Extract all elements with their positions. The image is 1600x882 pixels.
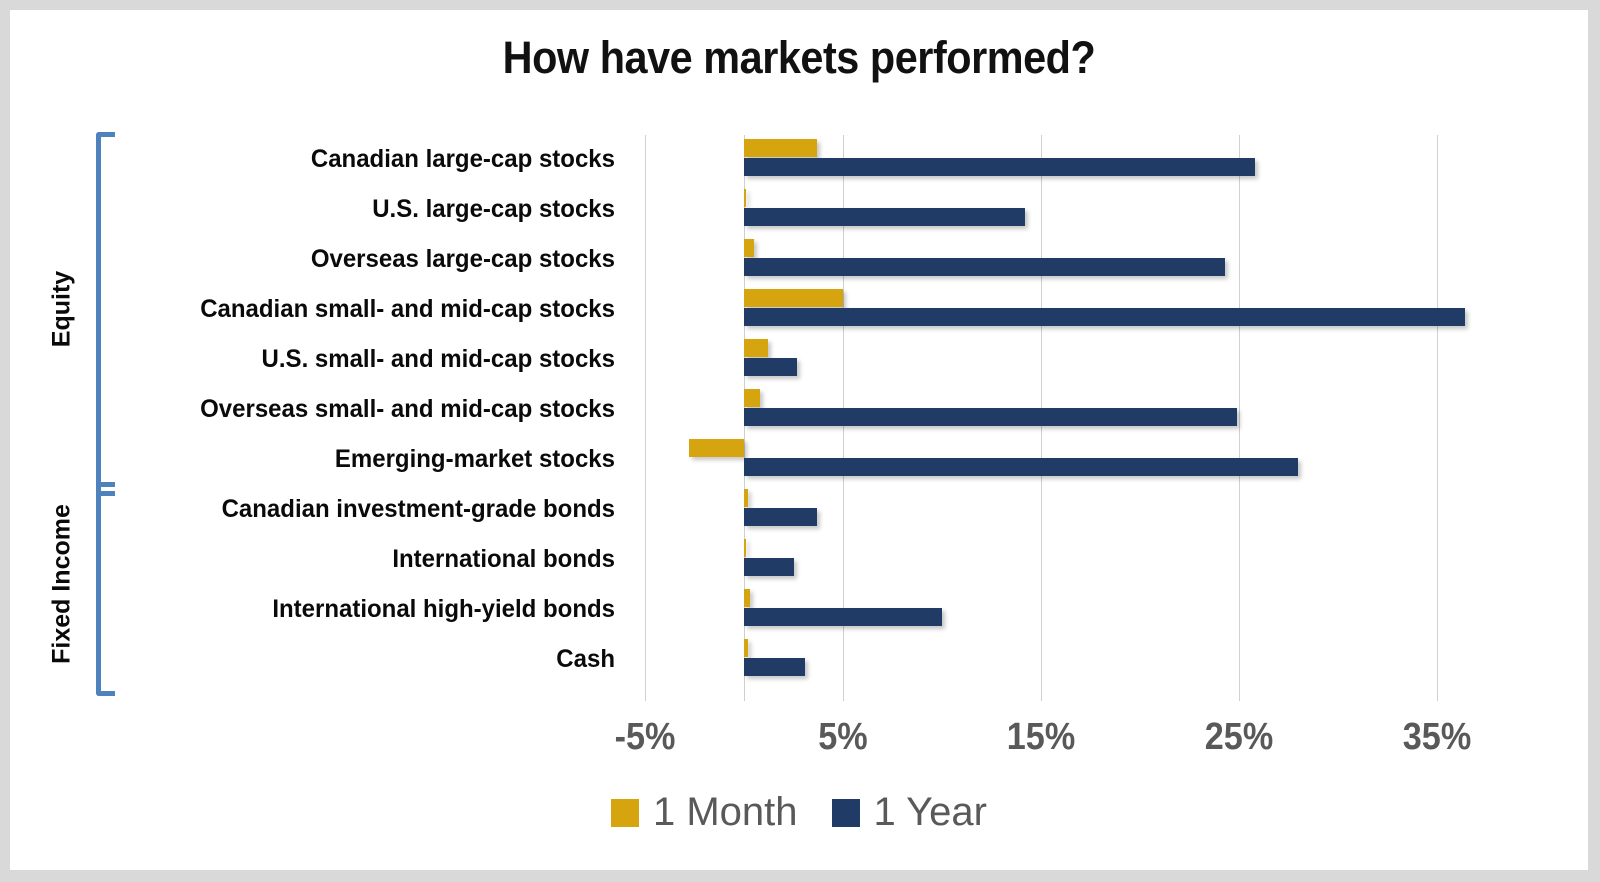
bar-1-month (744, 589, 750, 607)
chart-legend: 1 Month 1 Year (10, 790, 1588, 835)
bar-1-year (744, 608, 942, 626)
legend-item[interactable]: 1 Month (611, 790, 798, 835)
x-axis-tick: 25% (1204, 716, 1274, 758)
chart-row: Canadian large-cap stocks (10, 135, 1588, 185)
plot-area: Canadian large-cap stocks U.S. large-cap … (10, 128, 1588, 713)
category-label: Canadian large-cap stocks (310, 145, 615, 173)
bar-1-year (744, 158, 1255, 176)
bar-1-month (744, 239, 754, 257)
bar-1-month (744, 139, 818, 157)
legend-item[interactable]: 1 Year (831, 790, 987, 835)
chart-row: Overseas large-cap stocks (10, 235, 1588, 285)
group-label: Fixed Income (47, 504, 76, 664)
chart-row: U.S. small- and mid-cap stocks (10, 335, 1588, 385)
category-label: U.S. small- and mid-cap stocks (261, 345, 615, 373)
gridline-25 (1239, 135, 1240, 701)
bar-1-month (744, 189, 746, 207)
chart-row: International high-yield bonds (10, 585, 1588, 635)
category-label: U.S. large-cap stocks (372, 195, 615, 223)
category-label: Emerging-market stocks (334, 445, 615, 473)
category-label: Overseas small- and mid-cap stocks (200, 395, 615, 423)
bar-1-year (744, 358, 798, 376)
chart-row: U.S. large-cap stocks (10, 185, 1588, 235)
gridline-35 (1437, 135, 1438, 701)
bar-1-year (744, 308, 1465, 326)
x-axis-tick: 15% (1006, 716, 1076, 758)
gridline--5 (645, 135, 646, 701)
group-label: Equity (47, 270, 76, 348)
chart-row: International bonds (10, 535, 1588, 585)
chart-row: Emerging-market stocks (10, 435, 1588, 485)
chart-row: Canadian small- and mid-cap stocks (10, 285, 1588, 335)
category-label: International high-yield bonds (272, 595, 615, 623)
x-axis-tick: 35% (1402, 716, 1472, 758)
bar-1-month (688, 439, 744, 457)
legend-swatch-icon (611, 798, 639, 827)
bar-1-year (744, 458, 1299, 476)
bar-1-year (744, 208, 1026, 226)
category-label: International bonds (392, 545, 615, 573)
bar-1-month (744, 289, 843, 307)
group-bracket (96, 132, 115, 496)
bar-1-month (744, 639, 748, 657)
bar-1-year (744, 658, 806, 676)
category-label: Overseas large-cap stocks (310, 245, 615, 273)
x-axis-tick: -5% (614, 716, 676, 758)
legend-label: 1 Year (873, 790, 987, 834)
chart-row: Canadian investment-grade bonds (10, 485, 1588, 535)
bar-1-month (744, 489, 748, 507)
legend-label: 1 Month (653, 790, 798, 834)
bar-1-year (744, 408, 1238, 426)
bar-1-month (744, 539, 746, 557)
page-title: How have markets performed? (502, 32, 1096, 83)
chart-row: Cash (10, 635, 1588, 685)
category-label: Cash (556, 645, 615, 673)
group-bracket (96, 482, 115, 696)
bar-1-month (744, 389, 760, 407)
legend-swatch-icon (831, 798, 860, 827)
category-label: Canadian small- and mid-cap stocks (200, 295, 615, 323)
category-label: Canadian investment-grade bonds (221, 495, 616, 523)
bar-1-year (744, 558, 794, 576)
chart-frame: How have markets performed? Canadian lar… (10, 10, 1588, 870)
bar-1-year (744, 508, 818, 526)
x-axis-tick: 5% (818, 716, 868, 758)
chart-row: Overseas small- and mid-cap stocks (10, 385, 1588, 435)
bar-1-month (744, 339, 768, 357)
x-axis: -5% 5% 15% 25% 35% (10, 716, 1588, 766)
bar-1-year (744, 258, 1226, 276)
